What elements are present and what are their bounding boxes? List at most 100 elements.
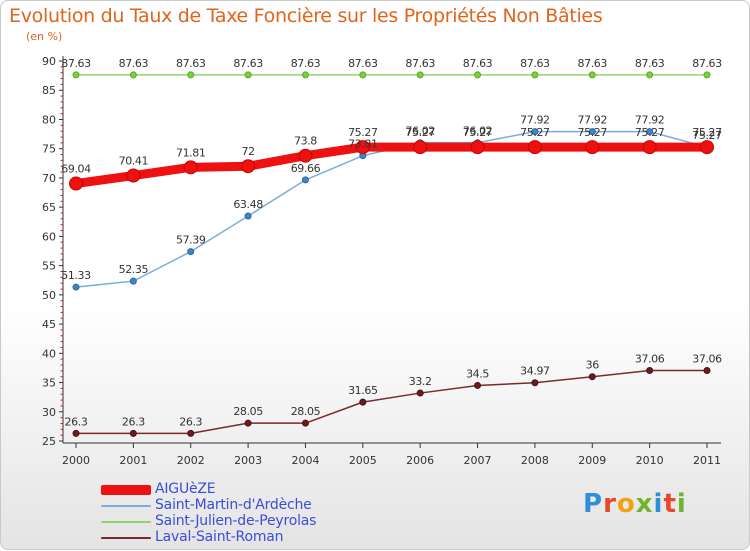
data-label: 87.63	[291, 57, 321, 70]
data-point	[588, 71, 596, 79]
legend-swatch	[101, 485, 151, 495]
data-label: 75.27	[692, 126, 722, 139]
data-point	[301, 419, 309, 427]
x-tick-label: 2002	[177, 454, 205, 467]
data-point	[183, 160, 198, 175]
data-point	[298, 148, 313, 163]
data-point	[700, 140, 714, 155]
data-point	[187, 71, 195, 79]
y-tick-label: 75	[42, 143, 56, 156]
data-point	[187, 429, 195, 437]
logo-letter: P	[583, 489, 604, 519]
data-point	[241, 159, 256, 174]
data-point	[72, 71, 80, 79]
data-point	[72, 283, 80, 291]
chart-title: Evolution du Taux de Taxe Foncière sur l…	[9, 5, 603, 27]
data-label: 87.63	[578, 57, 608, 70]
data-label: 77.92	[520, 114, 550, 127]
data-point	[244, 71, 252, 79]
y-tick-label: 40	[42, 347, 56, 360]
proxiti-logo: Proxiti	[583, 489, 687, 519]
data-label: 51.33	[61, 269, 91, 282]
data-label: 75.27	[405, 126, 435, 139]
x-tick-label: 2006	[406, 454, 434, 467]
data-label: 72	[241, 145, 254, 158]
data-label: 57.39	[176, 234, 206, 247]
data-label: 75.27	[348, 126, 378, 139]
y-tick-label: 90	[42, 55, 56, 68]
data-point	[359, 398, 367, 406]
y-tick-label: 70	[42, 172, 56, 185]
data-label: 87.63	[463, 57, 493, 70]
data-label: 34.5	[466, 367, 489, 380]
data-point	[531, 379, 539, 387]
y-axis-unit-label: (en %)	[26, 30, 63, 43]
data-label: 75.27	[520, 126, 550, 139]
legend-label: Saint-Martin-d'Ardèche	[155, 497, 312, 513]
data-label: 26.3	[179, 415, 202, 428]
legend-swatch	[101, 521, 151, 523]
x-tick-label: 2011	[693, 454, 721, 467]
x-tick-label: 2001	[119, 454, 147, 467]
data-point	[646, 128, 654, 136]
data-point	[474, 381, 482, 389]
data-point	[129, 429, 137, 437]
data-point	[527, 140, 542, 155]
logo-letter: t	[663, 489, 677, 519]
data-point	[646, 366, 654, 374]
data-point	[129, 277, 137, 285]
legend-label: AIGUèZE	[155, 481, 216, 497]
data-point	[474, 71, 482, 79]
data-label: 87.63	[176, 57, 206, 70]
data-label: 37.06	[692, 352, 722, 365]
data-label: 77.92	[635, 114, 665, 127]
data-label: 31.65	[348, 384, 378, 397]
data-label: 71.81	[176, 146, 206, 159]
data-point	[301, 71, 309, 79]
data-label: 75.27	[578, 126, 608, 139]
data-label: 28.05	[291, 405, 321, 418]
data-label: 63.48	[233, 198, 263, 211]
data-point	[187, 248, 195, 256]
data-label: 69.04	[61, 163, 91, 176]
y-tick-label: 65	[42, 201, 56, 214]
data-label: 87.63	[233, 57, 263, 70]
legend-swatch	[101, 537, 151, 539]
data-point	[642, 140, 657, 155]
data-point	[585, 140, 600, 155]
legend-label: Saint-Julien-de-Peyrolas	[155, 513, 317, 529]
data-label: 26.3	[122, 415, 145, 428]
data-label: 33.2	[409, 375, 432, 388]
data-point	[413, 140, 428, 155]
x-tick-label: 2005	[349, 454, 377, 467]
data-label: 69.66	[291, 162, 321, 175]
data-point	[588, 128, 596, 136]
data-label: 76.02	[405, 125, 435, 138]
x-tick-label: 2004	[291, 454, 319, 467]
data-label: 26.3	[65, 415, 88, 428]
data-point	[301, 176, 309, 184]
legend-swatch	[101, 505, 151, 507]
y-tick-label: 60	[42, 230, 56, 243]
legend-label: Laval-Saint-Roman	[155, 529, 284, 545]
data-label: 52.35	[119, 263, 149, 276]
data-label: 73.81	[348, 138, 378, 151]
y-tick-label: 50	[42, 289, 56, 302]
data-label: 87.63	[61, 57, 91, 70]
logo-letter: i	[653, 489, 664, 519]
y-tick-label: 55	[42, 260, 56, 273]
data-point	[588, 373, 596, 381]
data-label: 77.92	[578, 114, 608, 127]
y-tick-label: 25	[42, 435, 56, 448]
series-line-0	[71, 142, 712, 189]
data-label: 87.63	[692, 57, 722, 70]
x-tick-label: 2003	[234, 454, 262, 467]
data-point	[126, 168, 141, 183]
logo-letter: r	[603, 489, 617, 519]
data-point	[470, 140, 485, 155]
x-tick-label: 2007	[464, 454, 492, 467]
data-point	[416, 71, 424, 79]
data-label: 34.97	[520, 365, 550, 378]
